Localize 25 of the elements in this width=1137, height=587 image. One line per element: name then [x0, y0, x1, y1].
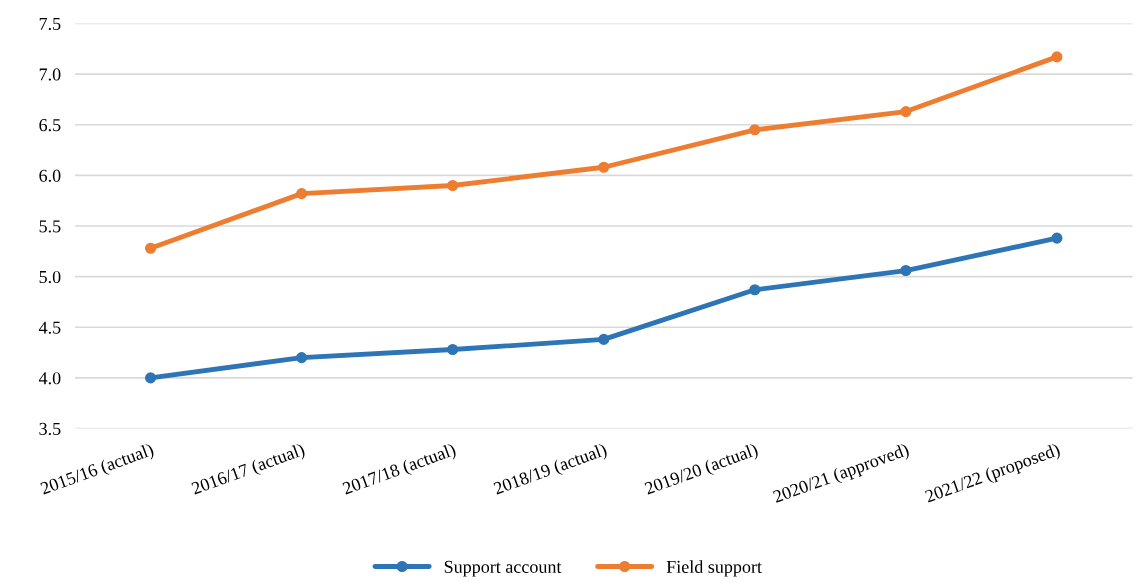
- point: [598, 333, 610, 345]
- point: [447, 343, 459, 356]
- point: [900, 106, 912, 118]
- point: [598, 161, 610, 173]
- point: [145, 372, 157, 384]
- y-tick-label: 5.5: [39, 220, 61, 233]
- point: [296, 188, 308, 200]
- point: [1051, 51, 1063, 63]
- y-tick-label: 7.0: [39, 68, 61, 81]
- y-tick-label: 5.0: [39, 270, 61, 284]
- point: [447, 179, 459, 192]
- point: [749, 284, 761, 296]
- y-tick-label: 4.5: [38, 321, 61, 334]
- point: [749, 124, 761, 136]
- y-tick-label: 3.5: [39, 422, 61, 436]
- y-tick-label: 7.5: [39, 17, 61, 30]
- legend-label: Support account: [444, 560, 562, 577]
- legend-label: Field support: [666, 560, 762, 577]
- point: [296, 352, 308, 364]
- y-tick-label: 6.0: [39, 169, 61, 182]
- point: [145, 242, 157, 254]
- y-tick-label: 6.5: [39, 119, 61, 132]
- point: [900, 264, 912, 277]
- point: [1051, 232, 1063, 244]
- y-tick-label: 4.0: [38, 372, 61, 385]
